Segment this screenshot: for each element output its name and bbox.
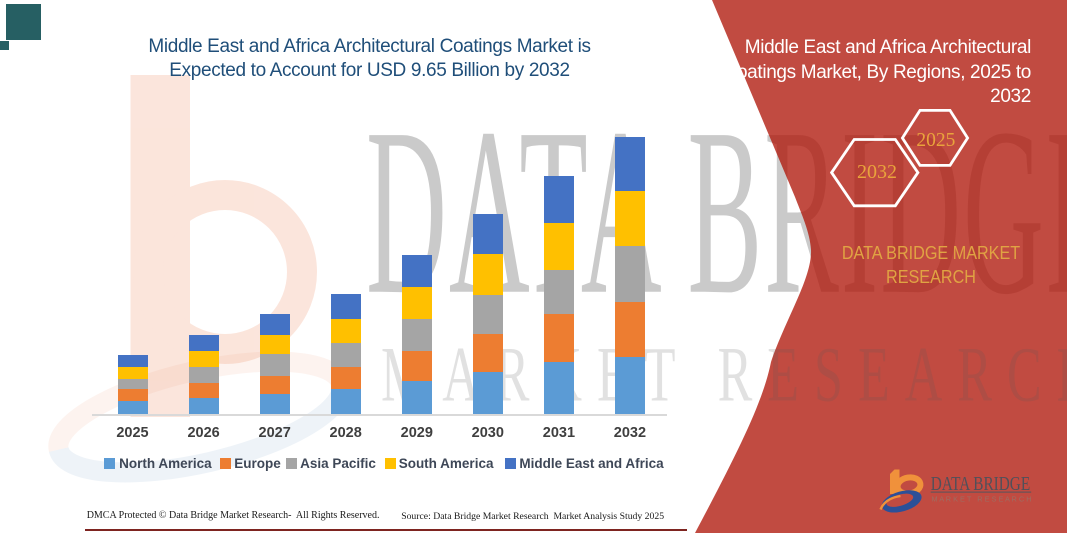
svg-text:2025: 2025 bbox=[916, 130, 955, 151]
svg-text:DATA BRIDGE: DATA BRIDGE bbox=[931, 473, 1030, 495]
svg-text:M A R K E T R E S E A R C H: M A R K E T R E S E A R C H bbox=[932, 496, 1032, 503]
svg-text:2032: 2032 bbox=[857, 161, 897, 183]
